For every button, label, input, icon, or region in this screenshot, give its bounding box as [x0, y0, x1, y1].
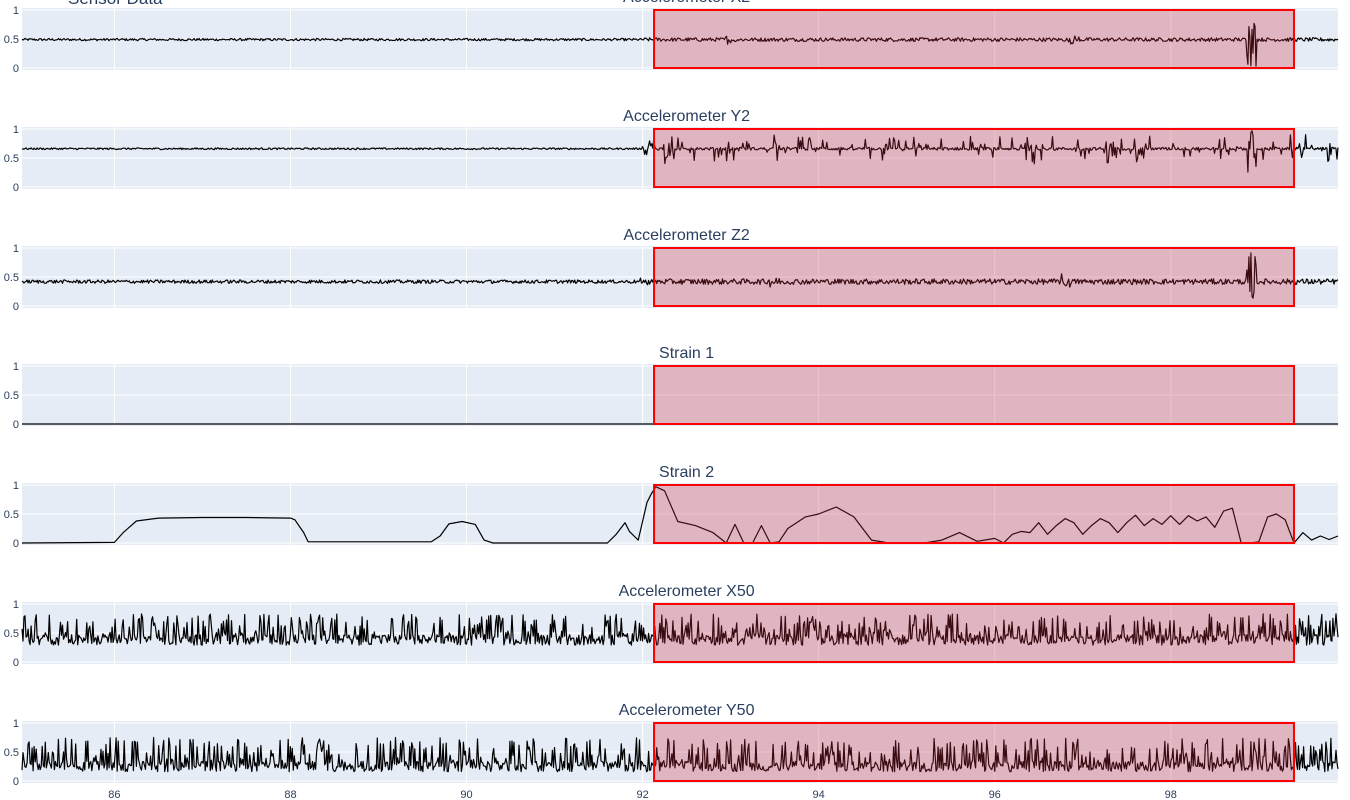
series-line	[21, 130, 1339, 173]
y-tick-label: 0	[13, 301, 19, 313]
highlight-region	[653, 365, 1295, 425]
y-tick-label: 0	[13, 63, 19, 75]
y-tick-label: 1	[13, 361, 19, 373]
subplot-5: 0 0.5 1 Strain 2	[4, 464, 1339, 550]
subplot-1: 0 0.5 1 Accelerometer X2	[4, 0, 1339, 75]
y-tick-label: 1	[13, 243, 19, 255]
subplot-title: Accelerometer Y50	[619, 702, 755, 719]
y-tick-label: 0.5	[4, 34, 19, 46]
x-tick-label: 96	[989, 789, 1001, 800]
highlight-region	[653, 247, 1295, 307]
y-tick-label: 0.5	[4, 153, 19, 165]
highlight-region	[653, 603, 1295, 663]
highlight-region	[653, 484, 1295, 544]
y-tick-label: 1	[13, 718, 19, 730]
y-tick-label: 0.5	[4, 509, 19, 521]
y-tick-label: 1	[13, 5, 19, 17]
y-tick-label: 1	[13, 599, 19, 611]
subplot-title: Strain 1	[659, 345, 714, 362]
series-line	[21, 613, 1339, 646]
highlight-region	[653, 9, 1295, 69]
x-tick-label: 88	[284, 789, 296, 800]
y-tick-label: 0.5	[4, 390, 19, 402]
series-line	[21, 22, 1339, 67]
subplot-4: 0 0.5 1 Strain 1	[4, 345, 1338, 431]
subplot-title: Strain 2	[659, 464, 714, 481]
subplot-2: 0 0.5 1 Accelerometer Y2	[4, 108, 1339, 194]
y-tick-label: 0	[13, 776, 19, 788]
y-tick-label: 1	[13, 124, 19, 136]
subplot-7: 0 0.5 1 Accelerometer Y50	[4, 702, 1339, 788]
y-tick-label: 0	[13, 538, 19, 550]
highlight-region	[653, 722, 1295, 782]
highlight-region	[653, 128, 1295, 188]
subplot-title: Accelerometer X50	[619, 583, 755, 600]
subplot-title: Accelerometer Y2	[623, 108, 750, 125]
y-tick-label: 0	[13, 182, 19, 194]
y-tick-label: 0.5	[4, 272, 19, 284]
y-tick-label: 0.5	[4, 628, 19, 640]
x-tick-label: 86	[108, 789, 120, 800]
x-tick-label: 98	[1165, 789, 1177, 800]
subplot-3: 0 0.5 1 Accelerometer Z2	[4, 227, 1339, 313]
chart-title: Sensor Data	[68, 0, 163, 8]
y-tick-label: 0	[13, 419, 19, 431]
subplot-title: Accelerometer X2	[623, 0, 750, 6]
y-tick-label: 0.5	[4, 747, 19, 759]
x-tick-label: 90	[460, 789, 472, 800]
y-tick-label: 1	[13, 480, 19, 492]
x-tick-label: 92	[636, 789, 648, 800]
series-line	[21, 252, 1339, 299]
subplot-title: Accelerometer Z2	[623, 227, 749, 244]
series-line	[21, 736, 1339, 773]
x-tick-label: 94	[813, 789, 825, 800]
y-tick-label: 0	[13, 657, 19, 669]
subplot-6: 0 0.5 1 Accelerometer X50	[4, 583, 1339, 669]
